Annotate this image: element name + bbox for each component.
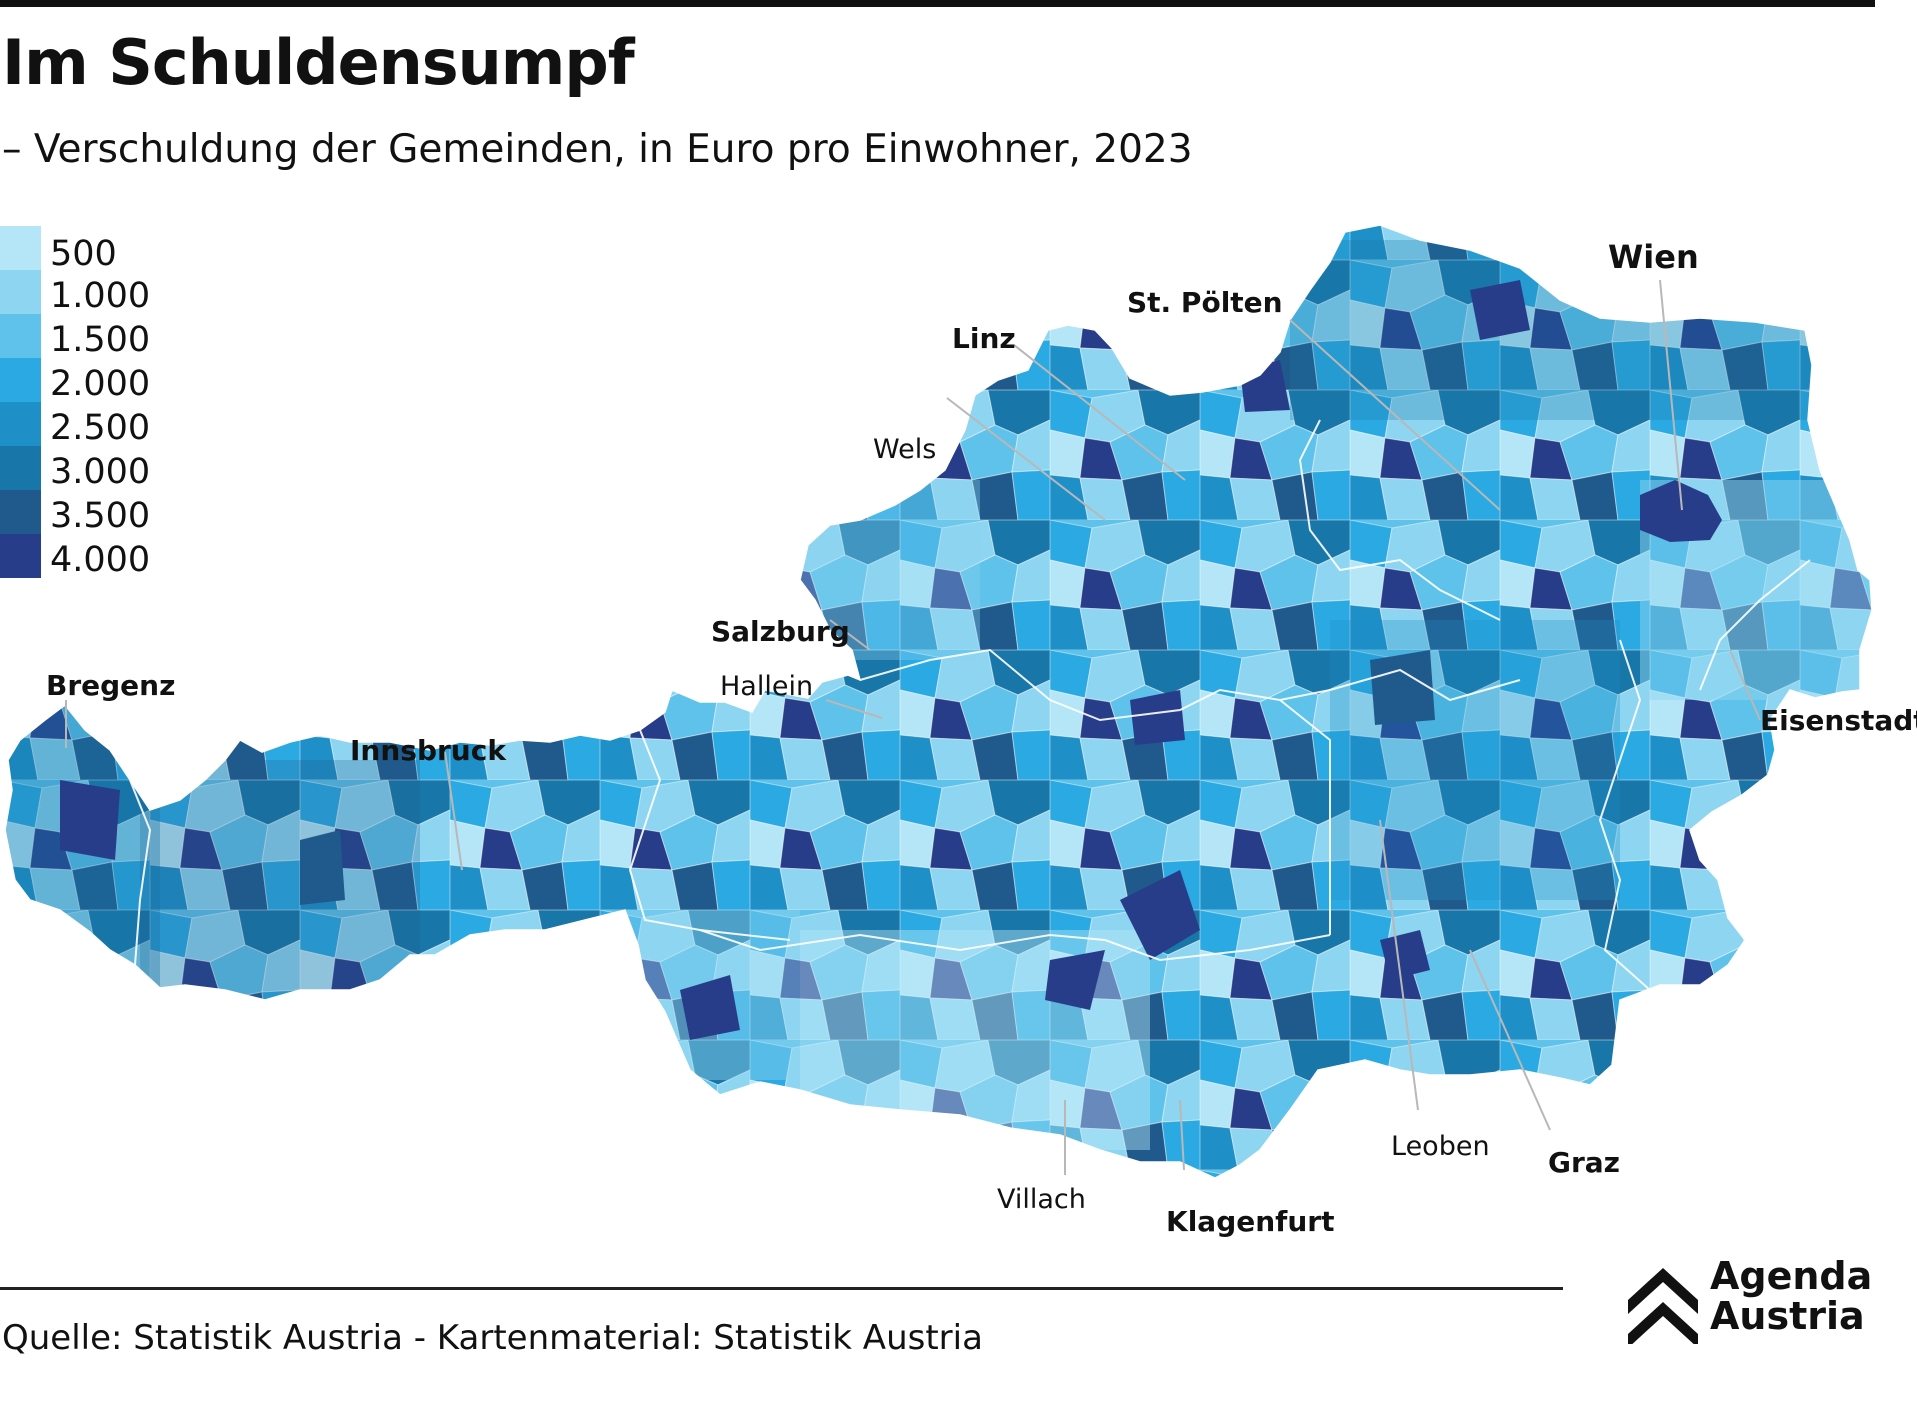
legend-label-3000: 3.000: [50, 452, 151, 492]
agenda-austria-logo: Agenda Austria: [1624, 1252, 1884, 1348]
state-borders: [129, 419, 1811, 991]
chart-title: Im Schuldensumpf: [2, 26, 635, 99]
legend-label-2500: 2.500: [50, 408, 151, 448]
municipalities-layer: [5, 225, 1872, 1178]
legend-swatch-3000: [0, 446, 41, 490]
austria-choropleth-map: Wien St. Pölten Linz Wels Salzburg Halle…: [4, 224, 1917, 1238]
legend-label-500: 500: [50, 234, 117, 274]
legend-label-1000: 1.000: [50, 276, 151, 316]
label-wels: Wels: [873, 434, 936, 465]
wien-region: [1640, 480, 1722, 542]
label-linz: Linz: [952, 322, 1016, 355]
source-note: Quelle: Statistik Austria - Kartenmateri…: [2, 1318, 983, 1358]
legend-label-3500: 3.500: [50, 496, 151, 536]
logo-line-2: Austria: [1710, 1294, 1865, 1338]
chevron-up-logo-icon: [1628, 1268, 1698, 1348]
legend-label-1500: 1.500: [50, 320, 151, 360]
label-st-poelten: St. Pölten: [1127, 286, 1283, 319]
label-klagenfurt: Klagenfurt: [1166, 1205, 1334, 1238]
label-bregenz: Bregenz: [46, 669, 175, 702]
chart-subtitle: – Verschuldung der Gemeinden, in Euro pr…: [2, 127, 1193, 172]
label-innsbruck: Innsbruck: [350, 734, 507, 767]
legend-swatch-4000: [0, 534, 41, 578]
legend-swatch-1000: [0, 270, 41, 314]
legend-swatch-1500: [0, 314, 41, 358]
label-graz: Graz: [1548, 1146, 1620, 1179]
label-eisenstadt: Eisenstadt: [1760, 704, 1917, 737]
legend-label-2000: 2.000: [50, 364, 151, 404]
label-wien: Wien: [1608, 238, 1699, 276]
legend-swatch-2500: [0, 402, 41, 446]
legend-swatch-2000: [0, 358, 41, 402]
legend-label-4000: 4.000: [50, 540, 151, 580]
bottom-rule: [0, 1287, 1563, 1290]
label-salzburg: Salzburg: [711, 615, 850, 648]
legend-swatch-500: [0, 226, 41, 270]
logo-line-1: Agenda: [1710, 1254, 1873, 1298]
label-villach: Villach: [997, 1184, 1086, 1215]
label-leoben: Leoben: [1391, 1131, 1490, 1162]
top-rule: [0, 0, 1875, 7]
leader-lines: [65, 279, 1761, 1175]
city-labels: Wien St. Pölten Linz Wels Salzburg Halle…: [46, 238, 1917, 1238]
legend-swatch-3500: [0, 490, 41, 534]
label-hallein: Hallein: [720, 671, 813, 702]
